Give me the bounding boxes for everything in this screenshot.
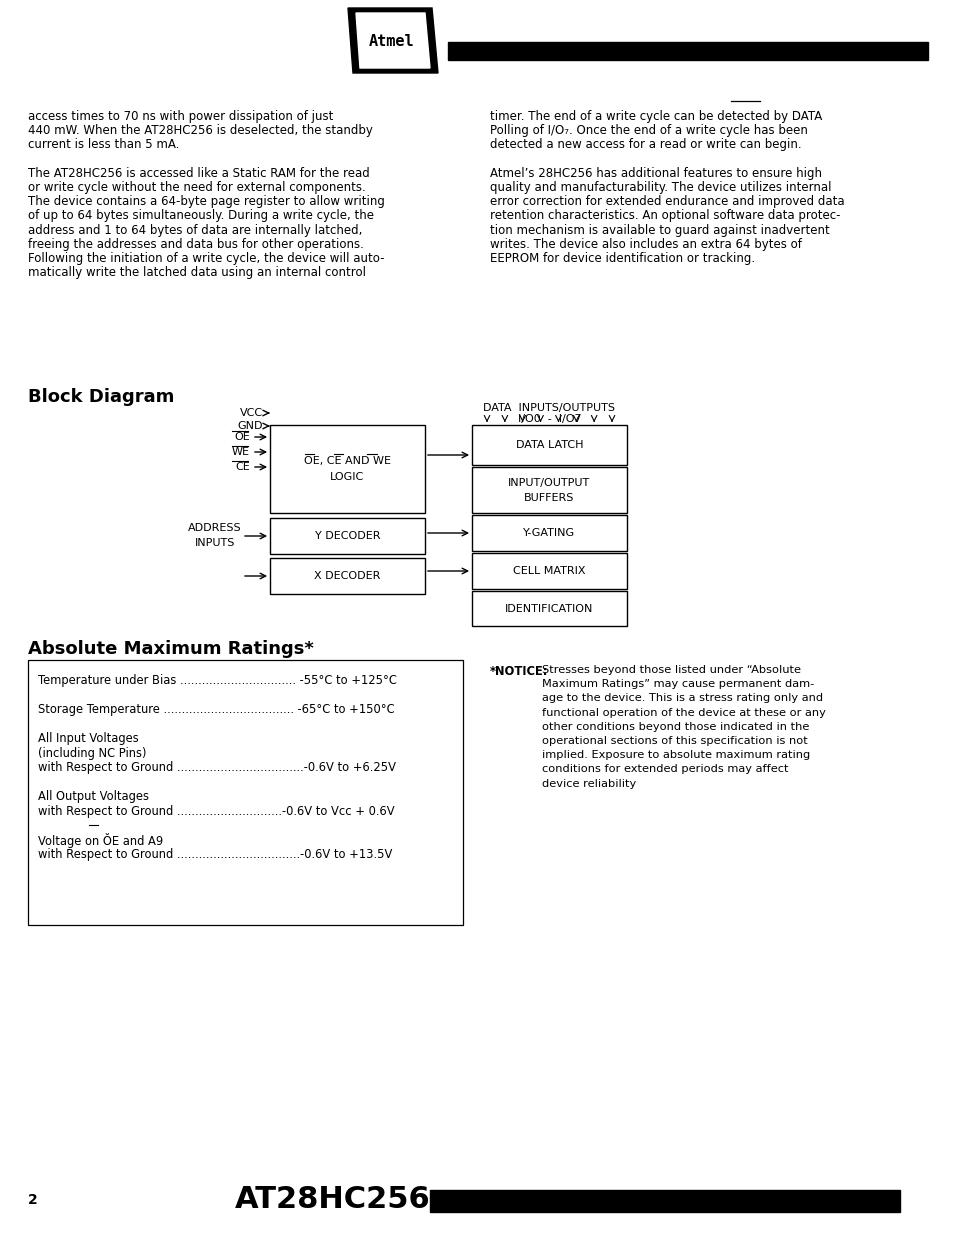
Text: CELL MATRIX: CELL MATRIX <box>513 566 585 576</box>
Text: INPUTS: INPUTS <box>194 538 235 548</box>
Text: The device contains a 64-byte page register to allow writing: The device contains a 64-byte page regis… <box>28 195 384 209</box>
Text: Stresses beyond those listed under “Absolute: Stresses beyond those listed under “Abso… <box>541 664 801 676</box>
Text: Polling of I/O₇. Once the end of a write cycle has been: Polling of I/O₇. Once the end of a write… <box>490 125 807 137</box>
Text: freeing the addresses and data bus for other operations.: freeing the addresses and data bus for o… <box>28 238 363 251</box>
Text: Temperature under Bias ................................ -55°C to +125°C: Temperature under Bias .................… <box>38 674 396 687</box>
Text: 440 mW. When the AT28HC256 is deselected, the standby: 440 mW. When the AT28HC256 is deselected… <box>28 125 373 137</box>
Text: writes. The device also includes an extra 64 bytes of: writes. The device also includes an extr… <box>490 238 801 251</box>
Text: OE, CE AND WE: OE, CE AND WE <box>304 456 391 466</box>
Bar <box>270 517 424 555</box>
Text: CE: CE <box>235 462 250 472</box>
Text: timer. The end of a write cycle can be detected by DATA: timer. The end of a write cycle can be d… <box>490 110 821 124</box>
Text: error correction for extended endurance and improved data: error correction for extended endurance … <box>490 195 843 209</box>
Text: All Output Voltages: All Output Voltages <box>38 790 149 803</box>
Text: current is less than 5 mA.: current is less than 5 mA. <box>28 138 179 152</box>
Text: INPUT/OUTPUT: INPUT/OUTPUT <box>508 478 590 488</box>
Text: WE: WE <box>232 447 250 457</box>
Text: VCC: VCC <box>239 408 263 417</box>
Text: BUFFERS: BUFFERS <box>524 493 574 503</box>
Text: detected a new access for a read or write can begin.: detected a new access for a read or writ… <box>490 138 801 152</box>
Bar <box>472 592 626 626</box>
Bar <box>472 467 626 513</box>
Text: implied. Exposure to absolute maximum rating: implied. Exposure to absolute maximum ra… <box>541 750 809 761</box>
Text: quality and manufacturability. The device utilizes internal: quality and manufacturability. The devic… <box>490 182 831 194</box>
Text: device reliability: device reliability <box>541 778 636 789</box>
Polygon shape <box>355 14 430 68</box>
Text: Voltage on ŎE and A9: Voltage on ŎE and A9 <box>38 834 163 848</box>
Text: tion mechanism is available to guard against inadvertent: tion mechanism is available to guard aga… <box>490 224 829 237</box>
Bar <box>472 515 626 551</box>
Text: Y-GATING: Y-GATING <box>523 529 575 538</box>
Text: matically write the latched data using an internal control: matically write the latched data using a… <box>28 267 366 279</box>
Text: operational sections of this specification is not: operational sections of this specificati… <box>541 736 807 746</box>
Text: or write cycle without the need for external components.: or write cycle without the need for exte… <box>28 182 365 194</box>
Bar <box>472 553 626 589</box>
Bar <box>448 42 927 61</box>
Text: DATA LATCH: DATA LATCH <box>516 440 582 450</box>
Text: Maximum Ratings” may cause permanent dam-: Maximum Ratings” may cause permanent dam… <box>541 679 814 689</box>
Text: AT28HC256: AT28HC256 <box>234 1186 431 1214</box>
Text: address and 1 to 64 bytes of data are internally latched,: address and 1 to 64 bytes of data are in… <box>28 224 362 237</box>
Text: conditions for extended periods may affect: conditions for extended periods may affe… <box>541 764 788 774</box>
Text: Atmel: Atmel <box>369 35 415 49</box>
Bar <box>270 425 424 513</box>
Text: I/O0  -  I/O7: I/O0 - I/O7 <box>517 414 580 424</box>
Bar <box>472 425 626 466</box>
Text: (including NC Pins): (including NC Pins) <box>38 746 147 760</box>
Text: Y DECODER: Y DECODER <box>314 531 380 541</box>
Polygon shape <box>348 7 437 73</box>
Text: of up to 64 bytes simultaneously. During a write cycle, the: of up to 64 bytes simultaneously. During… <box>28 210 374 222</box>
Text: functional operation of the device at these or any: functional operation of the device at th… <box>541 708 825 718</box>
Text: The AT28HC256 is accessed like a Static RAM for the read: The AT28HC256 is accessed like a Static … <box>28 167 370 180</box>
Text: Absolute Maximum Ratings*: Absolute Maximum Ratings* <box>28 640 314 658</box>
Text: GND: GND <box>237 421 263 431</box>
Text: other conditions beyond those indicated in the: other conditions beyond those indicated … <box>541 721 808 732</box>
Bar <box>28 659 462 925</box>
Text: access times to 70 ns with power dissipation of just: access times to 70 ns with power dissipa… <box>28 110 333 124</box>
Text: DATA  INPUTS/OUTPUTS: DATA INPUTS/OUTPUTS <box>483 403 615 412</box>
Text: Following the initiation of a write cycle, the device will auto-: Following the initiation of a write cycl… <box>28 252 384 266</box>
Text: retention characteristics. An optional software data protec-: retention characteristics. An optional s… <box>490 210 840 222</box>
Text: with Respect to Ground .............................-0.6V to Vᴄᴄ + 0.6V: with Respect to Ground .................… <box>38 804 395 818</box>
Text: LOGIC: LOGIC <box>330 472 364 482</box>
Text: Storage Temperature .................................... -65°C to +150°C: Storage Temperature ....................… <box>38 703 395 716</box>
Text: EEPROM for device identification or tracking.: EEPROM for device identification or trac… <box>490 252 755 266</box>
Text: All Input Voltages: All Input Voltages <box>38 732 138 745</box>
Text: OE: OE <box>234 432 250 442</box>
Text: with Respect to Ground ...................................-0.6V to +6.25V: with Respect to Ground .................… <box>38 761 395 774</box>
Text: IDENTIFICATION: IDENTIFICATION <box>505 604 593 614</box>
Text: X DECODER: X DECODER <box>314 571 380 580</box>
Bar <box>270 558 424 594</box>
Text: 2: 2 <box>28 1193 38 1207</box>
Bar <box>430 1191 899 1212</box>
Text: ADDRESS: ADDRESS <box>188 522 241 534</box>
Text: with Respect to Ground ..................................-0.6V to +13.5V: with Respect to Ground .................… <box>38 848 392 861</box>
Text: Atmel’s 28HC256 has additional features to ensure high: Atmel’s 28HC256 has additional features … <box>490 167 821 180</box>
Text: age to the device. This is a stress rating only and: age to the device. This is a stress rati… <box>541 693 822 704</box>
Text: Block Diagram: Block Diagram <box>28 388 174 406</box>
Text: *NOTICE:: *NOTICE: <box>490 664 548 678</box>
